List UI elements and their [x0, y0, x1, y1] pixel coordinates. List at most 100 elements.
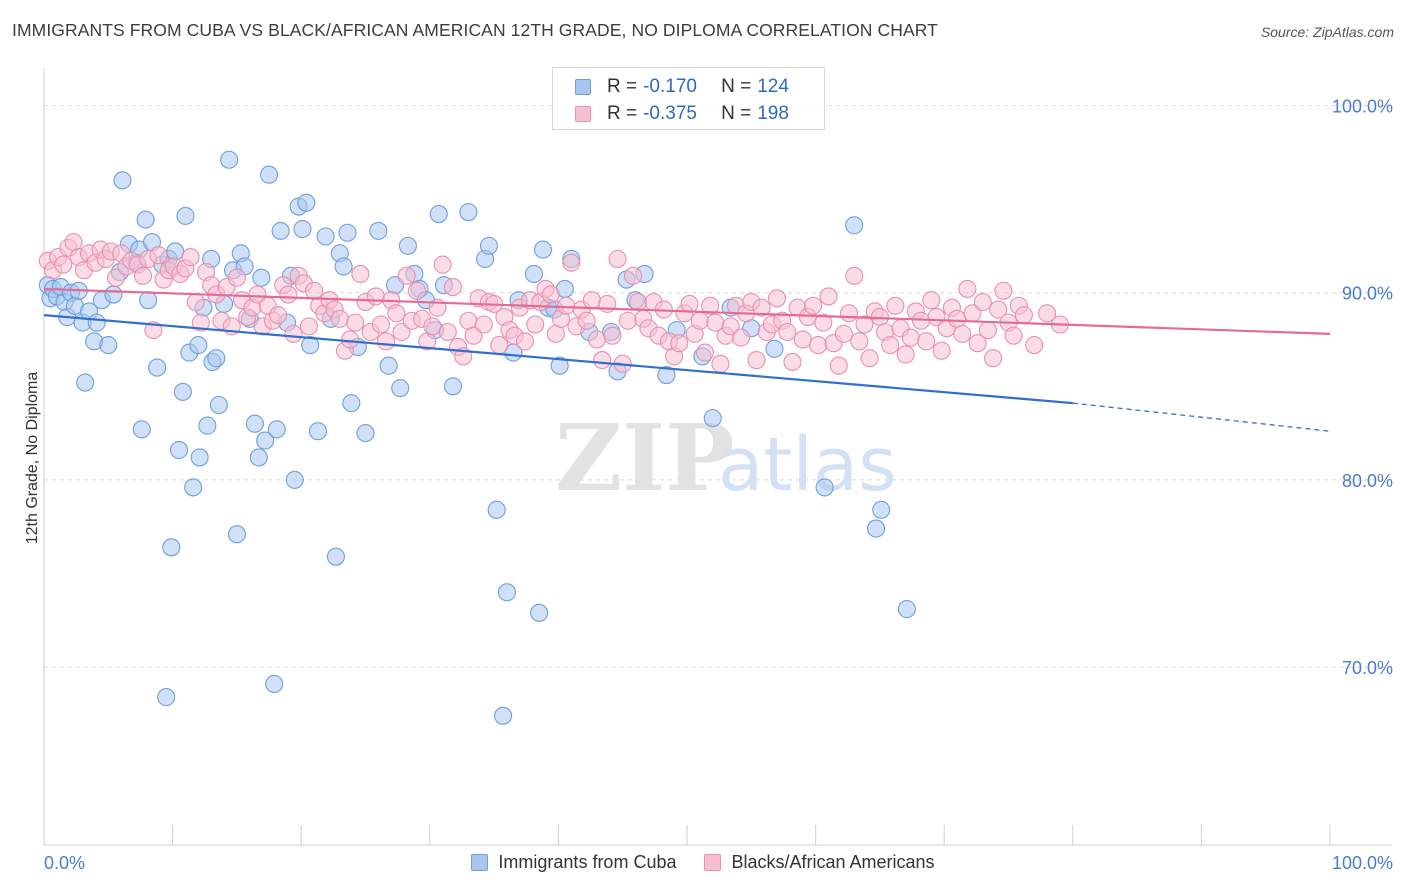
point-immigrants-from-cuba	[550, 356, 569, 375]
point-black-african-americans	[186, 292, 205, 312]
legend-n-value: 198	[757, 103, 789, 124]
point-immigrants-from-cuba	[76, 373, 95, 392]
point-immigrants-from-cuba	[459, 203, 478, 222]
point-immigrants-from-cuba	[220, 150, 239, 169]
point-black-african-americans	[587, 330, 607, 349]
point-black-african-americans	[953, 324, 972, 343]
point-black-african-americans	[433, 255, 452, 274]
point-immigrants-from-cuba	[209, 395, 228, 415]
point-black-african-americans	[819, 287, 838, 306]
point-black-african-americans	[881, 336, 900, 355]
point-black-african-americans	[149, 246, 168, 265]
point-immigrants-from-cuba	[189, 336, 208, 355]
point-immigrants-from-cuba	[845, 216, 864, 235]
point-black-african-americans	[922, 291, 941, 310]
y-tick-label: 80.0%	[1342, 471, 1393, 491]
point-black-african-americans	[577, 311, 596, 330]
point-black-african-americans	[279, 285, 298, 304]
point-immigrants-from-cuba	[334, 257, 353, 276]
point-black-african-americans	[752, 298, 771, 317]
point-black-african-americans	[767, 289, 787, 308]
legend-n-value: 124	[757, 76, 789, 97]
point-black-african-americans	[608, 249, 627, 269]
point-immigrants-from-cuba	[207, 349, 226, 368]
point-immigrants-from-cuba	[249, 448, 268, 467]
point-black-african-americans	[623, 266, 643, 285]
point-black-african-americans	[721, 317, 740, 336]
point-immigrants-from-cuba	[530, 603, 549, 622]
point-immigrants-from-cuba	[391, 379, 410, 398]
legend-n-label: N =	[721, 76, 752, 97]
y-tick-label: 90.0%	[1342, 284, 1393, 304]
bottom-legend-item-cuba: Immigrants from Cuba	[471, 852, 676, 873]
legend-row-black: R = -0.375 N = 198	[575, 101, 789, 127]
bottom-legend-item-black: Blacks/African Americans	[704, 852, 935, 873]
point-black-african-americans	[680, 294, 699, 313]
point-immigrants-from-cuba	[113, 171, 132, 190]
point-black-african-americans	[834, 324, 853, 343]
watermark-zip: ZIP	[555, 404, 734, 512]
point-black-african-americans	[829, 356, 848, 375]
point-black-african-americans	[341, 330, 360, 349]
point-black-african-americans	[515, 332, 535, 351]
point-immigrants-from-cuba	[162, 538, 181, 557]
point-black-african-americans	[618, 311, 637, 330]
point-black-african-americans	[330, 309, 349, 328]
y-tick-label: 70.0%	[1342, 658, 1393, 678]
point-black-african-americans	[1014, 306, 1033, 325]
legend-n-label: N =	[721, 103, 752, 124]
point-immigrants-from-cuba	[342, 394, 361, 413]
point-immigrants-from-cuba	[308, 422, 327, 441]
point-immigrants-from-cuba	[703, 409, 722, 428]
bottom-legend-swatch-blue	[471, 854, 489, 871]
point-immigrants-from-cuba	[815, 478, 834, 497]
bottom-legend-label: Immigrants from Cuba	[498, 852, 677, 872]
point-immigrants-from-cuba	[104, 285, 123, 304]
point-black-african-americans	[690, 311, 709, 330]
point-black-african-americans	[778, 322, 797, 342]
point-black-african-americans	[948, 309, 967, 328]
point-black-african-americans	[490, 336, 509, 355]
point-immigrants-from-cuba	[479, 236, 499, 255]
point-black-african-americans	[958, 279, 977, 298]
point-black-african-americans	[351, 264, 370, 284]
axes	[43, 68, 1392, 846]
point-black-african-americans	[366, 287, 385, 306]
point-immigrants-from-cuba	[259, 165, 279, 184]
point-black-african-americans	[397, 266, 416, 285]
trend-line-cuba	[43, 314, 1073, 405]
point-black-african-americans	[896, 345, 915, 364]
point-immigrants-from-cuba	[285, 470, 304, 489]
point-black-african-americans	[582, 291, 601, 310]
point-black-african-americans	[695, 343, 715, 362]
point-black-african-americans	[809, 336, 828, 355]
point-immigrants-from-cuba	[87, 313, 106, 332]
point-black-african-americans	[711, 354, 730, 373]
point-black-african-americans	[917, 332, 936, 351]
point-immigrants-from-cuba	[139, 291, 158, 310]
point-immigrants-from-cuba	[443, 377, 462, 396]
point-black-african-americans	[803, 296, 823, 315]
point-black-african-americans	[814, 313, 833, 332]
point-immigrants-from-cuba	[173, 382, 192, 401]
point-immigrants-from-cuba	[301, 336, 320, 355]
point-black-african-americans	[701, 296, 720, 315]
y-tick-label: 100.0%	[1332, 96, 1393, 116]
point-black-african-americans	[371, 315, 390, 334]
point-black-african-americans	[346, 313, 365, 332]
point-black-african-americans	[106, 268, 126, 287]
legend-r-value: -0.170	[643, 76, 697, 97]
point-immigrants-from-cuba	[524, 264, 544, 284]
tick-labels: 70.0% 80.0% 90.0% 100.0% 0.0% 100.0%	[44, 96, 1393, 873]
point-immigrants-from-cuba	[132, 420, 151, 439]
bottom-legend: Immigrants from Cuba Blacks/African Amer…	[0, 852, 1406, 873]
legend-r-value: -0.375	[643, 103, 697, 124]
point-immigrants-from-cuba	[369, 221, 388, 240]
point-black-african-americans	[64, 233, 83, 252]
point-black-african-americans	[387, 304, 406, 323]
point-immigrants-from-cuba	[136, 210, 155, 229]
point-black-african-americans	[1025, 336, 1044, 355]
point-black-african-americans	[855, 315, 874, 334]
point-immigrants-from-cuba	[198, 416, 217, 435]
